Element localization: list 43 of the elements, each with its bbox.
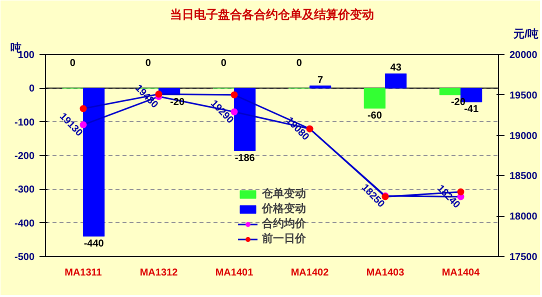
y-tick-label: -200 [14, 151, 35, 162]
bar [439, 88, 461, 96]
point [230, 91, 238, 98]
legend-label: 仓单变动 [262, 186, 306, 201]
legend-label: 前一日价 [262, 232, 306, 246]
x-tick-label: MA1312 [140, 268, 178, 278]
data-label: 43 [390, 62, 402, 74]
y2-tick-label: 19500 [510, 90, 538, 102]
y2-tick-label: 19000 [510, 130, 538, 142]
legend-label: 价格变动 [262, 202, 306, 216]
data-label: -186 [234, 152, 256, 164]
bar [385, 73, 407, 88]
data-label: -60 [367, 110, 382, 122]
y2-axis-title: 元/吨 [512, 28, 539, 40]
bar [83, 88, 105, 237]
y2-tick-label: 18500 [510, 171, 538, 182]
data-label: 7 [318, 74, 324, 86]
data-label: -20 [450, 96, 466, 108]
x-tick-label: MA1401 [215, 268, 254, 278]
data-label: 0 [220, 58, 227, 70]
bar [234, 88, 256, 152]
y-tick-label: -500 [14, 252, 35, 263]
data-label: -440 [84, 238, 104, 250]
data-label: 0 [145, 58, 152, 70]
x-tick-label: MA1403 [366, 268, 405, 278]
y2-tick-label: 17500 [510, 252, 538, 263]
point [80, 105, 87, 112]
data-label: 0 [296, 58, 302, 70]
y-tick-label: -400 [14, 218, 35, 230]
data-label: -41 [464, 104, 479, 115]
data-label: 0 [70, 58, 76, 70]
y2-tick-label: 18000 [510, 212, 538, 223]
bar [364, 88, 386, 109]
y-tick-label: 0 [28, 84, 35, 95]
x-tick-label: MA1404 [442, 268, 480, 278]
bar [310, 86, 332, 88]
y-tick-label: -300 [14, 184, 35, 196]
x-tick-label: MA1402 [290, 268, 330, 278]
x-tick-label: MA1311 [64, 268, 102, 278]
legend-label: 合约均价 [262, 216, 306, 231]
y2-tick-label: 20000 [510, 50, 538, 61]
y-tick-label: -100 [14, 117, 35, 128]
chart-title: 当日电子盘合各合约仓单及结算价变动 [170, 8, 374, 22]
